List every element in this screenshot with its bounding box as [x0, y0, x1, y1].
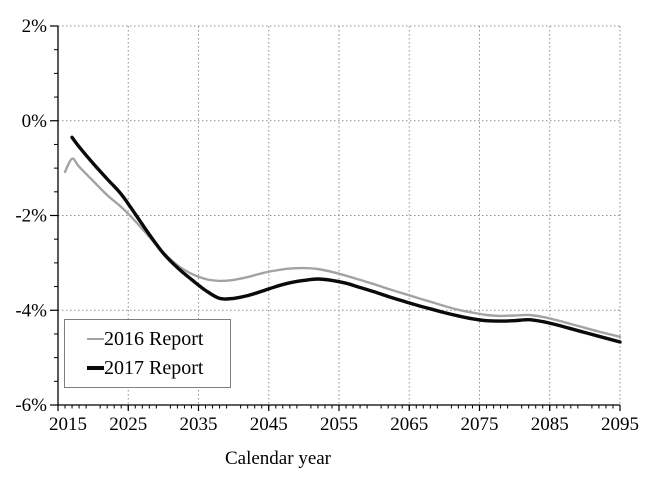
- x-tick-label-2085: 2085: [531, 414, 569, 435]
- series-line-2017-report: [70, 135, 622, 344]
- legend-label-2017: 2017 Report: [104, 357, 204, 379]
- data-series: [63, 135, 622, 344]
- x-tick-label-2095: 2095: [601, 414, 639, 435]
- legend-item-2017-report: 2017 Report: [87, 358, 230, 378]
- y-tick-label-2%: 2%: [22, 16, 48, 37]
- y-tick-label--6%: -6%: [15, 395, 47, 416]
- axis-tick-labels: 2% 0% -2% -4% -6%2015 2025 2035 2045 2055 2065 207…: [15, 16, 639, 435]
- gridlines: [58, 25, 621, 405]
- x-tick-label-2055: 2055: [320, 414, 358, 435]
- axis-ticks: [50, 25, 621, 411]
- legend-line-sample-2017: [87, 366, 104, 370]
- x-tick-label-2075: 2075: [461, 414, 499, 435]
- legend-line-sample-2016: [87, 337, 104, 341]
- y-tick-label-0%: 0%: [22, 111, 48, 132]
- legend-item-2016-report: 2016 Report: [87, 329, 230, 349]
- x-tick-label-2025: 2025: [109, 414, 147, 435]
- y-tick-label--4%: -4%: [15, 300, 47, 321]
- series-line-2016-report: [63, 157, 622, 338]
- legend-label-2016: 2016 Report: [104, 328, 204, 350]
- x-tick-label-2065: 2065: [390, 414, 428, 435]
- x-tick-label-2045: 2045: [250, 414, 288, 435]
- x-axis-title: Calendar year: [225, 448, 332, 469]
- legend: 2016 Report 2017 Report: [64, 319, 231, 388]
- x-tick-label-2015: 2015: [49, 414, 87, 435]
- y-tick-label--2%: -2%: [15, 206, 47, 227]
- x-tick-label-2035: 2035: [180, 414, 218, 435]
